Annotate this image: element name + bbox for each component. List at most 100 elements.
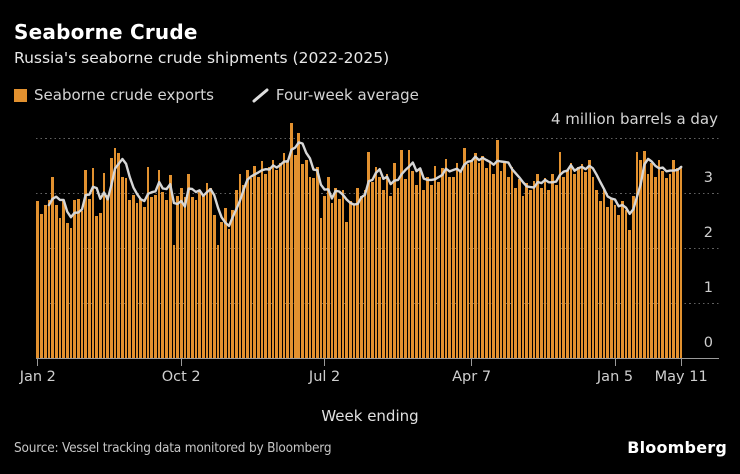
exports-swatch-icon bbox=[14, 88, 27, 102]
export-bar bbox=[301, 164, 304, 358]
export-bar bbox=[602, 187, 606, 358]
export-bar bbox=[282, 153, 286, 358]
x-axis: Jan 2 Oct 2 Jul 2 Apr 7 Jan 5 May 11 bbox=[20, 358, 719, 398]
export-bar bbox=[591, 176, 595, 358]
export-bar bbox=[569, 162, 573, 358]
export-bar bbox=[43, 205, 47, 358]
export-bar bbox=[40, 213, 43, 358]
y-tick-label-3: 3 bbox=[703, 170, 713, 186]
export-bar bbox=[554, 184, 558, 358]
export-bar bbox=[132, 195, 135, 358]
legend: Seaborne crude exports Four-week average bbox=[14, 86, 419, 104]
export-bar bbox=[451, 176, 455, 358]
export-bar bbox=[80, 210, 84, 358]
export-bar bbox=[404, 179, 407, 358]
slash-line-icon bbox=[252, 88, 269, 102]
y-tick-label-0: 0 bbox=[703, 335, 713, 351]
export-bar bbox=[154, 195, 157, 358]
export-bar bbox=[407, 149, 411, 358]
export-bar bbox=[672, 160, 676, 358]
x-tick-label-apr-7: Apr 7 bbox=[452, 369, 492, 385]
export-bar bbox=[124, 177, 128, 358]
export-bar bbox=[157, 169, 161, 358]
chart-plot-area bbox=[36, 118, 683, 358]
export-bar bbox=[216, 245, 220, 358]
export-bar bbox=[297, 132, 301, 358]
export-bar bbox=[359, 195, 363, 358]
export-bar bbox=[668, 173, 672, 358]
export-bar bbox=[87, 198, 91, 358]
export-bar bbox=[212, 215, 216, 358]
y-tick-label-1: 1 bbox=[703, 280, 713, 296]
export-bar bbox=[168, 175, 172, 358]
y-axis-top-annotation: 4 million barrels a day bbox=[550, 110, 718, 128]
export-bar bbox=[415, 184, 418, 358]
x-tick-label-may-11: May 11 bbox=[654, 369, 708, 385]
export-bar bbox=[117, 153, 121, 358]
export-bar bbox=[481, 155, 484, 358]
export-bar bbox=[363, 190, 367, 358]
export-bar bbox=[268, 166, 271, 358]
export-bar bbox=[389, 195, 393, 358]
export-bar bbox=[165, 199, 168, 358]
export-bar bbox=[595, 190, 598, 358]
export-bar bbox=[312, 177, 315, 358]
export-bar bbox=[187, 173, 190, 358]
export-bar bbox=[646, 173, 650, 358]
export-bar bbox=[161, 191, 165, 358]
export-bar bbox=[639, 159, 643, 358]
export-bar bbox=[102, 173, 106, 358]
export-bar bbox=[565, 169, 569, 358]
export-bar bbox=[488, 161, 492, 358]
export-bar bbox=[146, 166, 150, 358]
export-bar bbox=[198, 190, 201, 358]
export-bar bbox=[257, 176, 260, 358]
x-tick-label-jan-2: Jan 2 bbox=[19, 369, 56, 385]
export-bar bbox=[367, 151, 371, 358]
export-bar bbox=[334, 187, 337, 358]
export-bar bbox=[190, 197, 194, 358]
export-bar bbox=[345, 221, 348, 358]
export-bar bbox=[121, 176, 124, 358]
export-bar bbox=[323, 195, 326, 358]
export-bar bbox=[426, 176, 429, 358]
legend-average-label: Four-week average bbox=[275, 86, 419, 104]
export-bar bbox=[275, 169, 279, 358]
export-bar bbox=[400, 150, 404, 358]
export-bar bbox=[418, 168, 422, 358]
export-bar bbox=[65, 223, 69, 358]
export-bar bbox=[201, 195, 205, 358]
export-bar bbox=[598, 201, 602, 358]
export-bar bbox=[448, 176, 451, 358]
x-tick bbox=[680, 359, 682, 366]
export-bar bbox=[551, 173, 554, 358]
export-bar bbox=[459, 171, 462, 358]
export-bar bbox=[110, 158, 113, 358]
gridline-1 bbox=[36, 303, 719, 304]
bloomberg-logo: Bloomberg bbox=[627, 438, 727, 457]
gridline-3 bbox=[36, 193, 719, 194]
export-bar bbox=[429, 184, 433, 358]
export-bar bbox=[326, 176, 330, 358]
export-bar bbox=[139, 198, 143, 358]
export-bar bbox=[584, 172, 587, 358]
export-bar bbox=[51, 176, 54, 358]
export-bar bbox=[378, 176, 382, 358]
export-bar bbox=[308, 176, 312, 358]
export-bar bbox=[507, 176, 510, 358]
export-bar bbox=[650, 162, 654, 358]
export-bar bbox=[437, 182, 440, 358]
export-bar bbox=[36, 201, 40, 358]
gridline-4 bbox=[36, 138, 719, 139]
export-bar bbox=[73, 200, 76, 358]
export-bar bbox=[635, 151, 639, 358]
export-bar bbox=[356, 187, 359, 358]
export-bar bbox=[510, 166, 514, 358]
x-axis-title: Week ending bbox=[321, 407, 419, 425]
export-bar bbox=[249, 177, 253, 358]
export-bar bbox=[290, 122, 293, 358]
export-bar bbox=[657, 160, 661, 358]
export-bar bbox=[422, 190, 426, 358]
export-bar bbox=[606, 206, 609, 358]
gridline-layer bbox=[36, 118, 719, 359]
